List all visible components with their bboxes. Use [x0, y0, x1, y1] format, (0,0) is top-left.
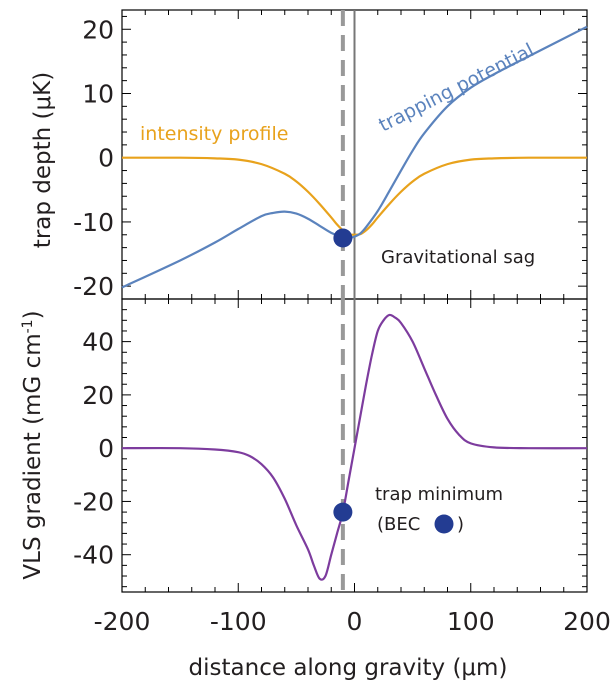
trap-minimum-marker [333, 502, 353, 522]
trap-minimum-label: trap minimum [375, 484, 503, 505]
y-tick-label: 20 [82, 381, 114, 410]
trap-minimum-marker [333, 228, 353, 248]
x-tick-label: -200 [94, 607, 151, 636]
y-tick-label: -40 [73, 541, 114, 570]
x-axis-label: distance along gravity (μm) [189, 655, 508, 681]
y-tick-label: 0 [98, 434, 114, 463]
series-intensity-profile [121, 156, 588, 236]
trap-markers [333, 228, 353, 522]
trapping-potential-label: trapping potential [375, 39, 537, 136]
y-axis-label-bottom: VLS gradient (mG cm-1) [20, 310, 46, 579]
x-tick-label: 200 [563, 607, 611, 636]
y-tick-label: 40 [82, 328, 114, 357]
x-tick-label: 100 [447, 607, 495, 636]
series-vls-gradient [121, 313, 588, 581]
bec-label-open: (BEC [377, 514, 420, 535]
reference-lines [340, 10, 356, 592]
gravitational-sag-label: Gravitational sag [381, 247, 535, 268]
y-tick-label: 20 [82, 15, 114, 44]
y-tick-label: -10 [73, 208, 114, 237]
intensity-profile-label: intensity profile [140, 123, 288, 145]
bec-label-close: ) [457, 514, 464, 535]
axis-ticks [121, 10, 588, 592]
bec-legend-dot [434, 514, 454, 534]
x-tick-label: 0 [347, 607, 363, 636]
y-tick-label: -20 [73, 487, 114, 516]
y-tick-label: -20 [73, 272, 114, 301]
x-tick-label: -100 [210, 607, 267, 636]
y-tick-label: 0 [98, 144, 114, 173]
y-axis-label-top: trap depth (μK) [30, 72, 56, 248]
y-tick-label: 10 [82, 79, 114, 108]
